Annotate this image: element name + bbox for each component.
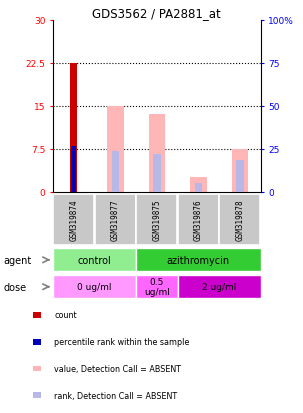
Bar	[53, 249, 136, 272]
Bar	[153, 155, 161, 192]
Text: GSM319875: GSM319875	[152, 199, 161, 241]
Bar	[195, 183, 202, 192]
Bar	[71, 64, 77, 192]
Bar	[33, 392, 41, 399]
Bar	[107, 106, 124, 192]
Text: azithromycin: azithromycin	[167, 255, 230, 265]
Bar	[95, 195, 136, 245]
Bar	[112, 152, 119, 192]
Text: GSM319878: GSM319878	[235, 199, 244, 241]
Bar	[236, 161, 244, 192]
Bar	[53, 275, 136, 299]
Bar	[231, 149, 248, 192]
Bar	[136, 275, 178, 299]
Bar	[33, 339, 41, 345]
Text: 0.5
ug/ml: 0.5 ug/ml	[144, 278, 170, 297]
Text: agent: agent	[3, 255, 31, 265]
Text: dose: dose	[3, 282, 26, 292]
Bar	[33, 312, 41, 318]
Bar	[33, 366, 41, 372]
Text: GSM319874: GSM319874	[69, 199, 78, 241]
Text: GSM319877: GSM319877	[111, 199, 120, 241]
Bar	[136, 249, 261, 272]
Text: GSM319876: GSM319876	[194, 199, 203, 241]
Text: value, Detection Call = ABSENT: value, Detection Call = ABSENT	[54, 364, 181, 373]
Title: GDS3562 / PA2881_at: GDS3562 / PA2881_at	[92, 7, 221, 19]
Bar	[178, 275, 261, 299]
Text: 2 ug/ml: 2 ug/ml	[202, 282, 236, 292]
Bar	[136, 195, 177, 245]
Bar	[219, 195, 260, 245]
Text: control: control	[78, 255, 112, 265]
Bar	[190, 178, 207, 192]
Bar	[148, 115, 165, 192]
Text: 0 ug/ml: 0 ug/ml	[77, 282, 112, 292]
Text: rank, Detection Call = ABSENT: rank, Detection Call = ABSENT	[54, 391, 178, 400]
Bar	[53, 195, 94, 245]
Text: percentile rank within the sample: percentile rank within the sample	[54, 337, 190, 346]
Text: count: count	[54, 311, 77, 319]
Bar	[71, 146, 76, 192]
Bar	[178, 195, 219, 245]
